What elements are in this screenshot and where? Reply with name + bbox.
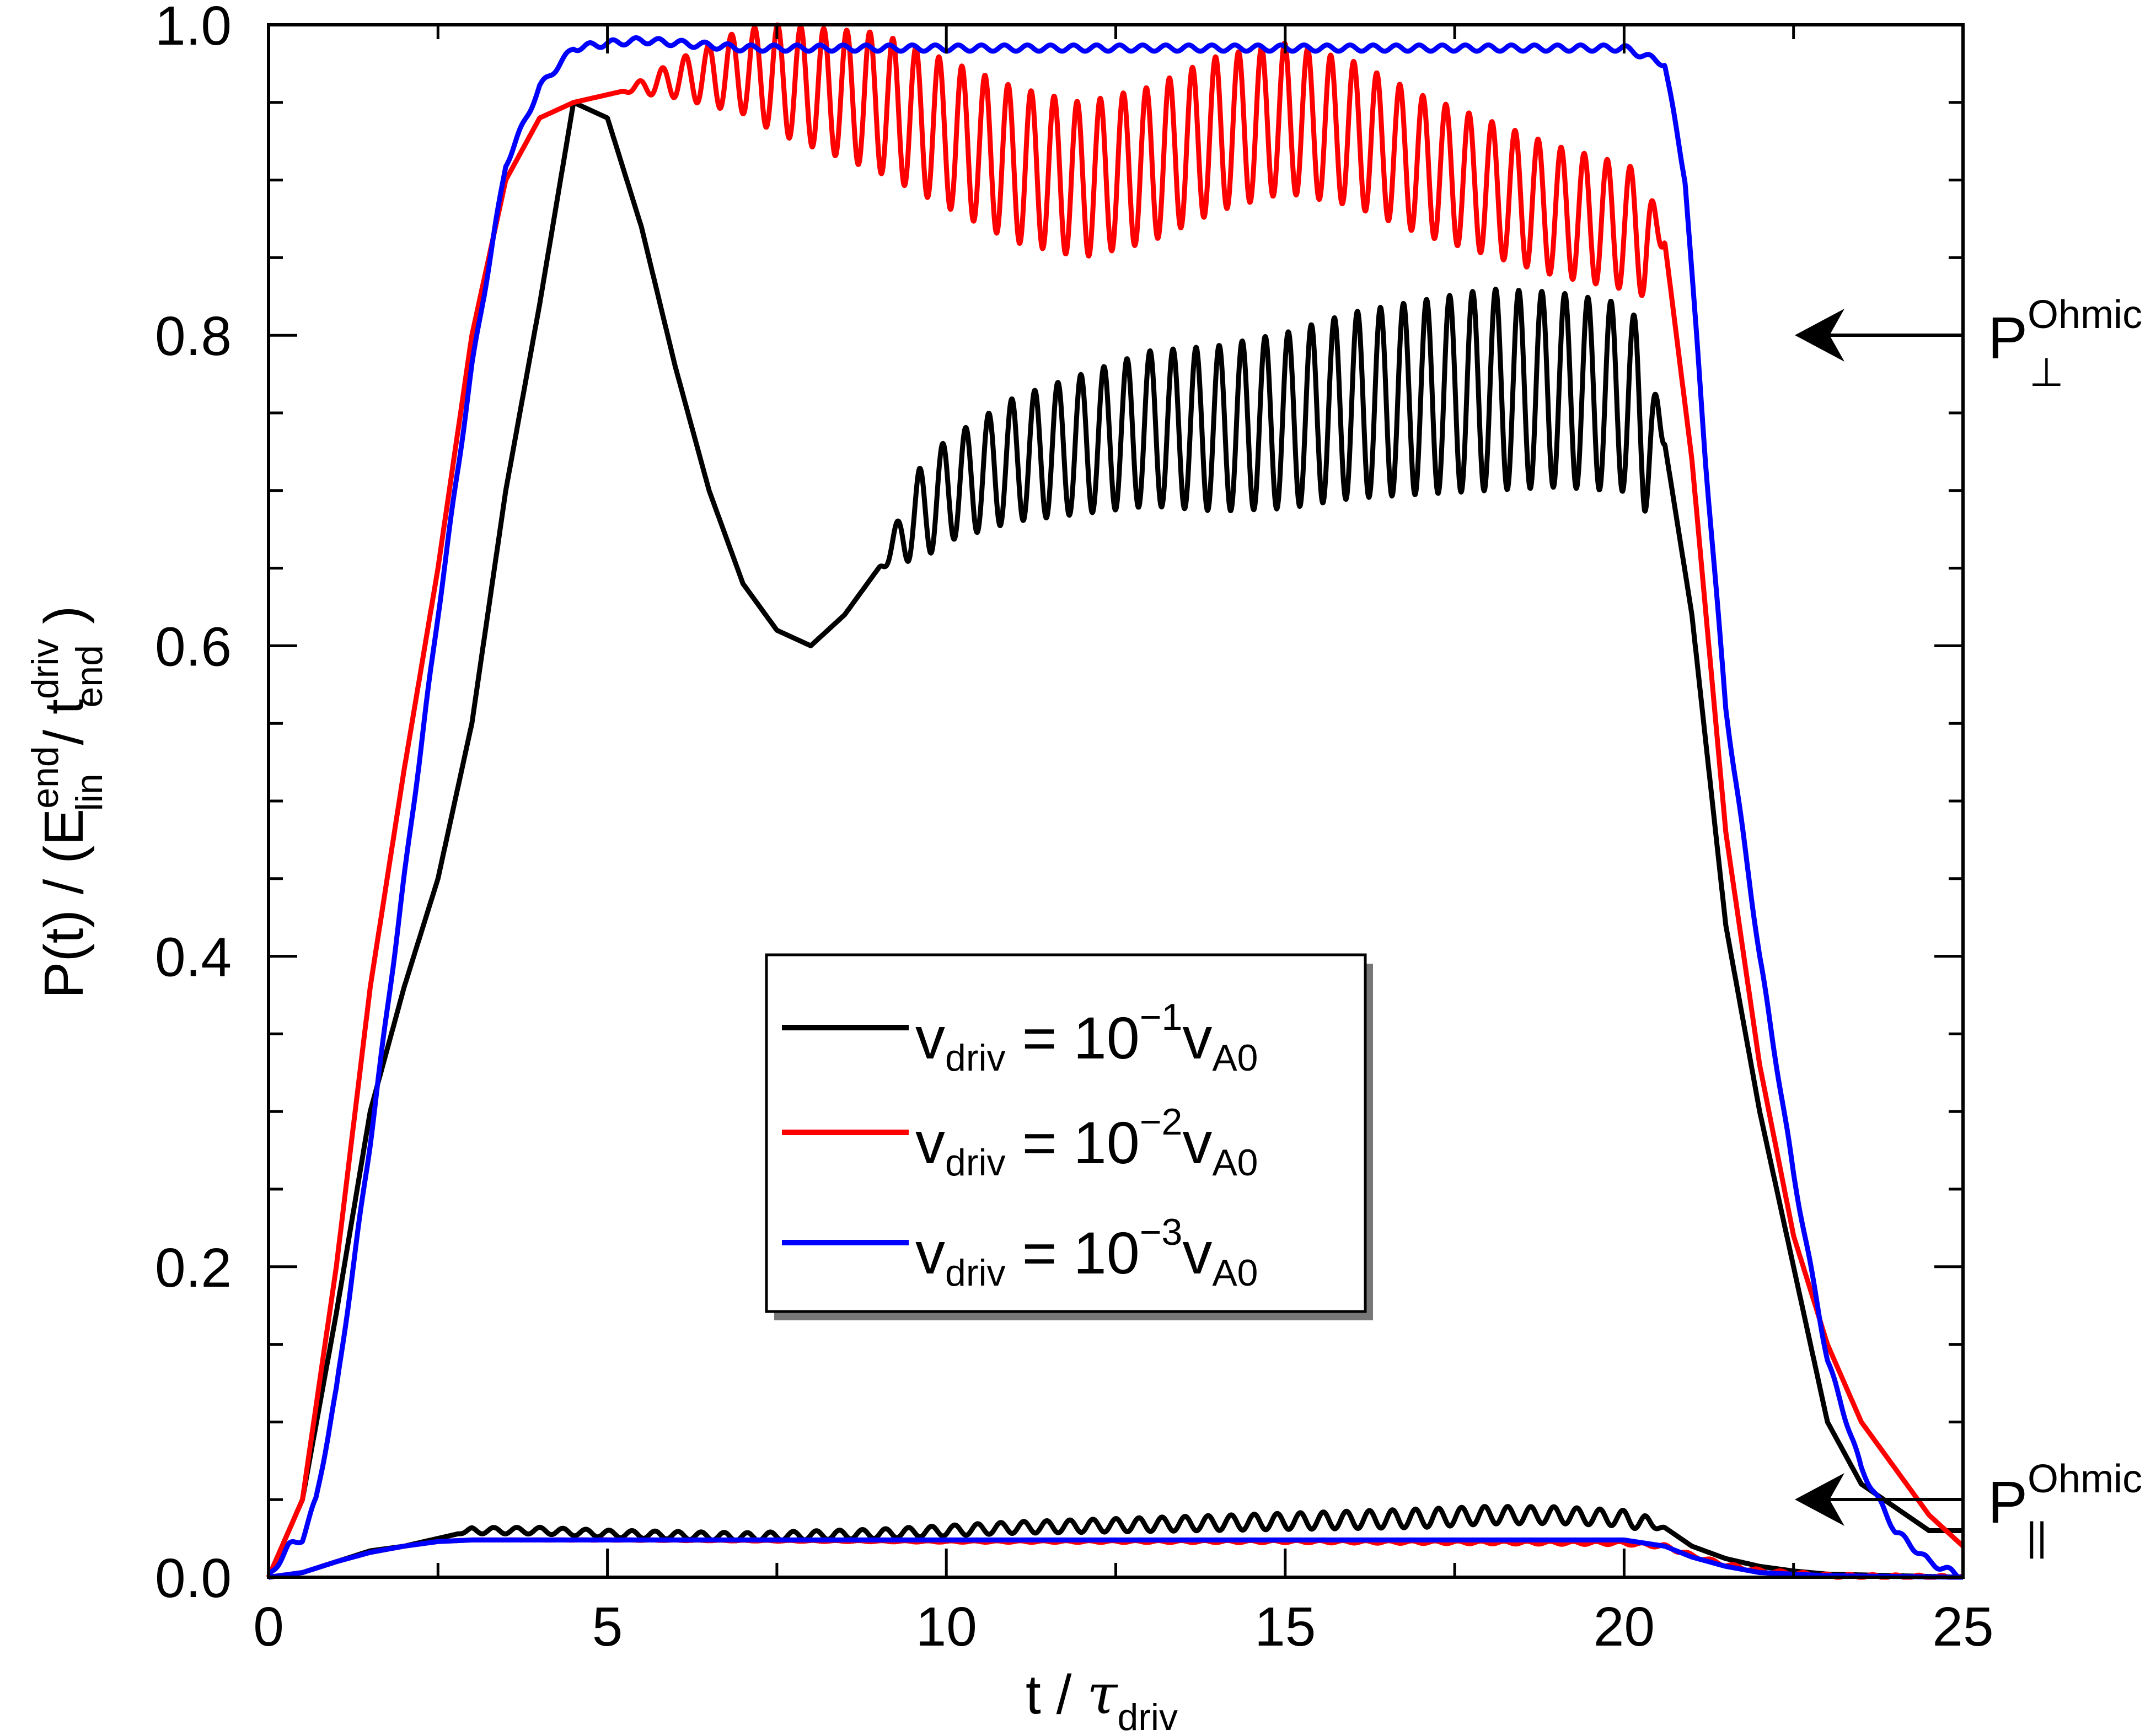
x-tick-label: 20 (1594, 1596, 1655, 1658)
ticks-layer (267, 23, 1965, 1579)
p-par-main: P (1988, 1469, 2028, 1535)
legend-blue-sub: driv (945, 1252, 1006, 1294)
legend-blue-exp: −3 (1140, 1211, 1183, 1253)
y-label-close: ) (33, 606, 95, 624)
legend-red-v: v (915, 1109, 945, 1176)
x-label-sub: driv (1117, 1696, 1178, 1736)
y-label-sup2: driv (24, 639, 66, 700)
legend-red-exp: −2 (1140, 1101, 1183, 1143)
y-label-sub2: end (68, 645, 110, 707)
y-label-p: P(t) / (E (33, 809, 95, 998)
legend-black-exp: −1 (1140, 996, 1183, 1038)
y-tick-label: 0.0 (155, 1547, 232, 1609)
legend-blue-eq: = 10 (1006, 1219, 1140, 1286)
plot-frame (267, 23, 1965, 1579)
y-label-sub1: lin (68, 773, 110, 811)
legend-black-sub2: A0 (1212, 1037, 1258, 1079)
p-perp-main: P (1988, 304, 2028, 371)
legend-blue-v2: v (1182, 1219, 1212, 1286)
tick-labels-layer: 0 5 10 15 20 25 0.0 0.2 0.4 0.6 0.8 1.0 (155, 0, 1994, 1658)
x-label-tau: τ (1087, 1662, 1118, 1727)
legend-label-blue: vdriv = 10−3vA0 (915, 1211, 1258, 1294)
legend-black-v2: v (1182, 1004, 1212, 1071)
legend-blue-v: v (915, 1219, 945, 1286)
y-tick-label: 0.2 (155, 1237, 232, 1299)
annotation-p-perp-ohmic: POhmic ⊥ (1795, 293, 2142, 395)
y-label-mid: / t (33, 699, 95, 760)
y-label-sup1: end (24, 746, 66, 808)
legend-red-sub: driv (945, 1142, 1006, 1184)
x-tick-label: 25 (1932, 1596, 1993, 1658)
x-axis-label: t / τdriv (1026, 1662, 1178, 1736)
legend: vdriv = 10−1vA0 vdriv = 10−2vA0 vdriv = … (765, 953, 1373, 1320)
p-par-sup: Ohmic (2028, 1457, 2142, 1501)
series-line-red (266, 22, 1965, 1579)
legend-label-red: vdriv = 10−2vA0 (915, 1101, 1258, 1184)
legend-blue-sub2: A0 (1212, 1252, 1258, 1294)
legend-red-sub2: A0 (1212, 1142, 1258, 1184)
curves-layer (266, 22, 1965, 1580)
y-tick-label: 0.6 (155, 616, 232, 678)
annotation-p-par-ohmic: POhmic || (1795, 1457, 2142, 1559)
y-tick-label: 0.8 (155, 305, 232, 367)
p-perp-sup: Ohmic (2028, 293, 2142, 337)
series-line-blue (266, 35, 1965, 1580)
x-tick-label: 10 (916, 1596, 977, 1658)
p-par-label: POhmic || (1988, 1457, 2142, 1559)
legend-black-eq: = 10 (1006, 1004, 1140, 1071)
y-tick-label: 1.0 (155, 0, 232, 57)
legend-red-eq: = 10 (1006, 1109, 1140, 1176)
legend-black-sub: driv (945, 1037, 1006, 1079)
p-par-sub: || (2026, 1515, 2047, 1559)
legend-red-v2: v (1182, 1109, 1212, 1176)
p-perp-sub: ⊥ (2029, 351, 2064, 395)
y-axis-label: P(t) / (Eendlin / tdrivend) (24, 606, 110, 998)
x-tick-label: 0 (253, 1596, 284, 1658)
legend-label-black: vdriv = 10−1vA0 (915, 996, 1258, 1079)
x-tick-label: 15 (1254, 1596, 1316, 1658)
x-label-main: t / (1026, 1664, 1087, 1726)
legend-black-v: v (915, 1004, 945, 1071)
series-line-blue (266, 1537, 1965, 1580)
x-tick-label: 5 (592, 1596, 623, 1658)
p-perp-arrow-head-icon (1795, 309, 1844, 362)
series-line-black (266, 1504, 1965, 1580)
p-par-arrow-head-icon (1795, 1473, 1844, 1526)
y-tick-label: 0.4 (155, 927, 232, 988)
p-perp-label: POhmic ⊥ (1988, 293, 2142, 395)
series-line-black (266, 100, 1965, 1579)
